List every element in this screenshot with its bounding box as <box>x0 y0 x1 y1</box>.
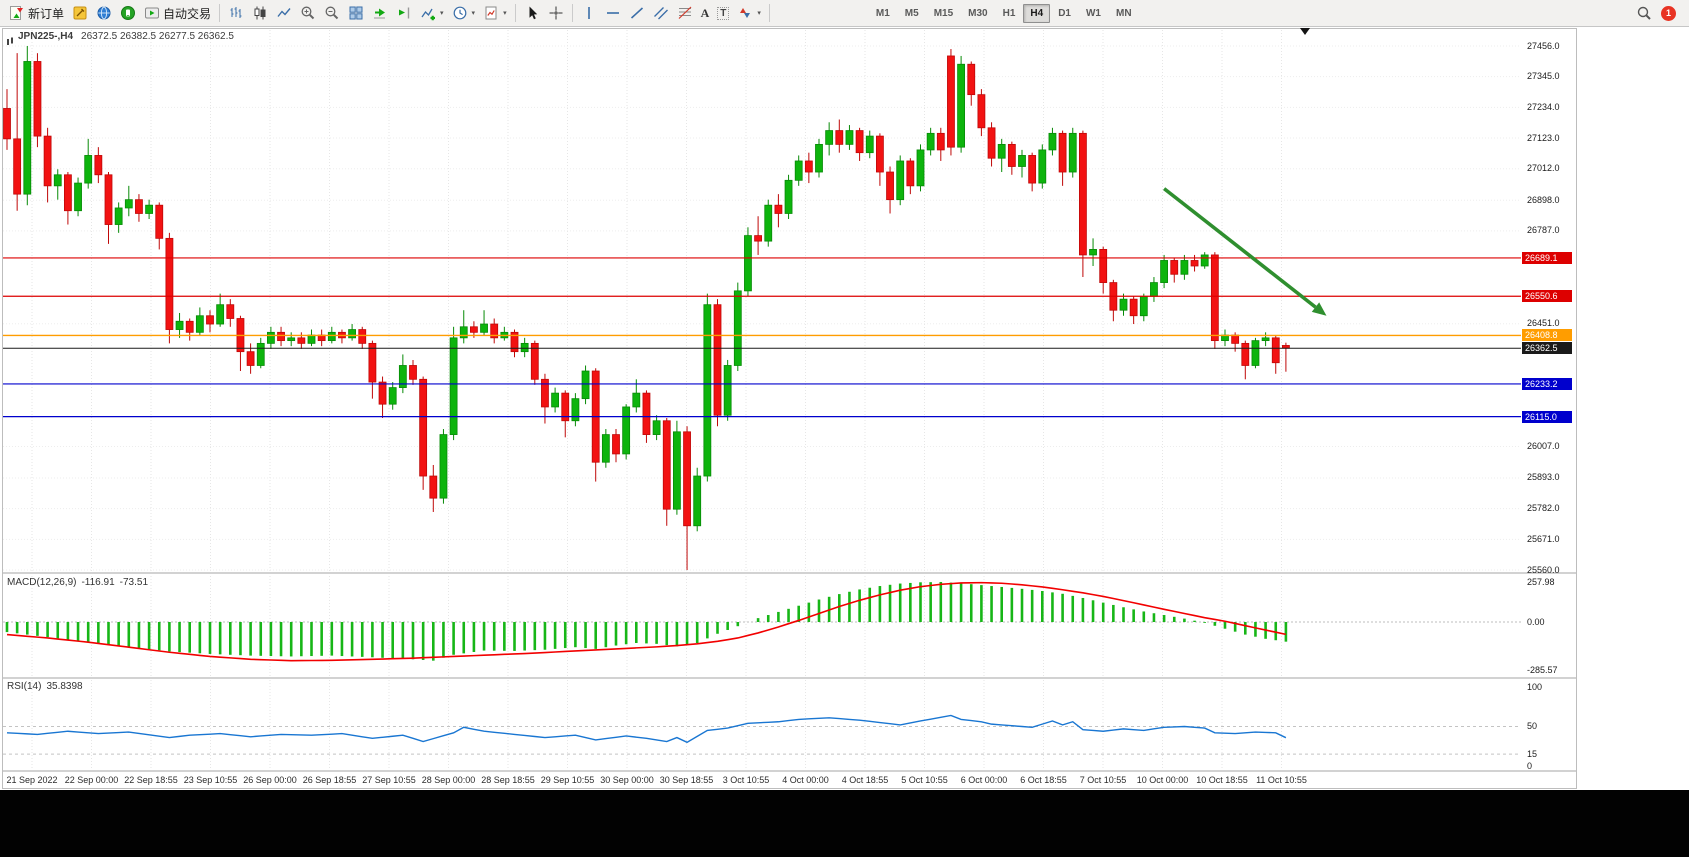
timeframe-W1[interactable]: W1 <box>1085 7 1101 19</box>
line-chart-mode-button[interactable] <box>272 2 296 25</box>
channel-tool-button[interactable] <box>649 2 673 25</box>
candlestick-icon <box>254 6 266 20</box>
new-order-icon <box>10 6 23 20</box>
fibonacci-icon <box>678 6 691 19</box>
zoom-in-button[interactable] <box>296 2 320 25</box>
zoom-in-icon <box>301 6 315 20</box>
zoom-out-icon <box>325 6 339 20</box>
trendline-tool-button[interactable] <box>625 2 649 25</box>
toolbar-separator <box>219 4 221 22</box>
chevron-down-icon: ▾ <box>471 10 476 17</box>
indicators-button[interactable]: ▾ <box>416 2 448 25</box>
auto-trading-icon <box>145 7 160 19</box>
timeframe-MN[interactable]: MN <box>1115 7 1132 19</box>
metaeditor-icon <box>73 6 87 20</box>
template-icon <box>485 6 497 20</box>
periods-button[interactable]: ▾ <box>448 2 480 25</box>
timeframe-H1[interactable]: H1 <box>1002 7 1016 19</box>
toolbar-right-group: 1 <box>1636 5 1684 21</box>
channel-icon <box>653 7 668 20</box>
toolbar-separator <box>514 4 516 22</box>
chart-shift-button[interactable] <box>392 2 416 25</box>
label-tool-button[interactable]: T <box>713 2 733 25</box>
notification-badge[interactable]: 1 <box>1661 5 1676 21</box>
timeframe-H4[interactable]: H4 <box>1023 3 1051 23</box>
timeframe-M5[interactable]: M5 <box>904 7 919 19</box>
mobile-trading-icon <box>121 6 136 20</box>
arrows-tool-button[interactable]: ▾ <box>733 2 765 25</box>
text-icon: A <box>700 5 710 20</box>
tile-windows-button[interactable] <box>344 2 368 25</box>
timeframe-M30[interactable]: M30 <box>968 7 988 19</box>
mobile-trading-button[interactable] <box>116 2 140 25</box>
indicators-icon <box>421 8 436 21</box>
arrows-icon <box>740 8 751 18</box>
line-chart-icon <box>277 8 291 17</box>
mql5-community-icon <box>97 6 111 20</box>
bar-chart-icon <box>230 7 242 18</box>
timeframe-group: M1 M5 M15 M30 H1 H4 D1 W1 MN <box>869 3 1139 23</box>
vertical-line-icon <box>587 7 590 19</box>
new-order-label: 新订单 <box>28 6 65 21</box>
candlestick-mode-button[interactable] <box>248 2 272 25</box>
timeframe-D1[interactable]: D1 <box>1058 7 1071 19</box>
crosshair-button[interactable] <box>544 2 568 25</box>
label-icon: T <box>717 6 730 20</box>
timeframe-M15[interactable]: M15 <box>933 7 954 19</box>
auto-scroll-button[interactable] <box>368 2 392 25</box>
chevron-down-icon: ▾ <box>503 10 507 17</box>
cursor-icon <box>529 6 537 20</box>
auto-scroll-icon <box>374 8 386 19</box>
toolbar: 新订单 自动交易 <box>0 0 1689 27</box>
fibonacci-tool-button[interactable] <box>673 2 697 25</box>
chart-shift-icon <box>399 7 410 19</box>
toolbar-separator <box>571 4 573 22</box>
cursor-button[interactable] <box>520 2 544 25</box>
new-order-button[interactable]: 新订单 <box>5 2 68 25</box>
chart-window <box>2 28 1577 789</box>
crosshair-icon <box>549 6 563 20</box>
auto-trading-label: 自动交易 <box>163 6 212 21</box>
clock-icon <box>453 6 466 20</box>
chevron-down-icon: ▾ <box>757 10 761 17</box>
timeframe-M1[interactable]: M1 <box>875 7 890 19</box>
horizontal-line-tool-button[interactable] <box>601 2 625 25</box>
metaeditor-button[interactable] <box>68 2 92 25</box>
vertical-line-tool-button[interactable] <box>577 2 601 25</box>
toolbar-separator <box>768 4 770 22</box>
text-tool-button[interactable]: A <box>697 2 714 25</box>
auto-trading-button[interactable]: 自动交易 <box>140 2 215 25</box>
zoom-out-button[interactable] <box>320 2 344 25</box>
horizontal-line-icon <box>606 12 619 14</box>
desktop-background <box>0 790 1689 857</box>
tile-windows-icon <box>349 6 363 20</box>
chevron-down-icon: ▾ <box>440 10 444 17</box>
search-icon[interactable] <box>1636 5 1652 21</box>
templates-button[interactable]: ▾ <box>479 2 511 25</box>
mql5-community-button[interactable] <box>92 2 116 25</box>
bar-chart-mode-button[interactable] <box>224 2 248 25</box>
trendline-icon <box>630 7 643 19</box>
